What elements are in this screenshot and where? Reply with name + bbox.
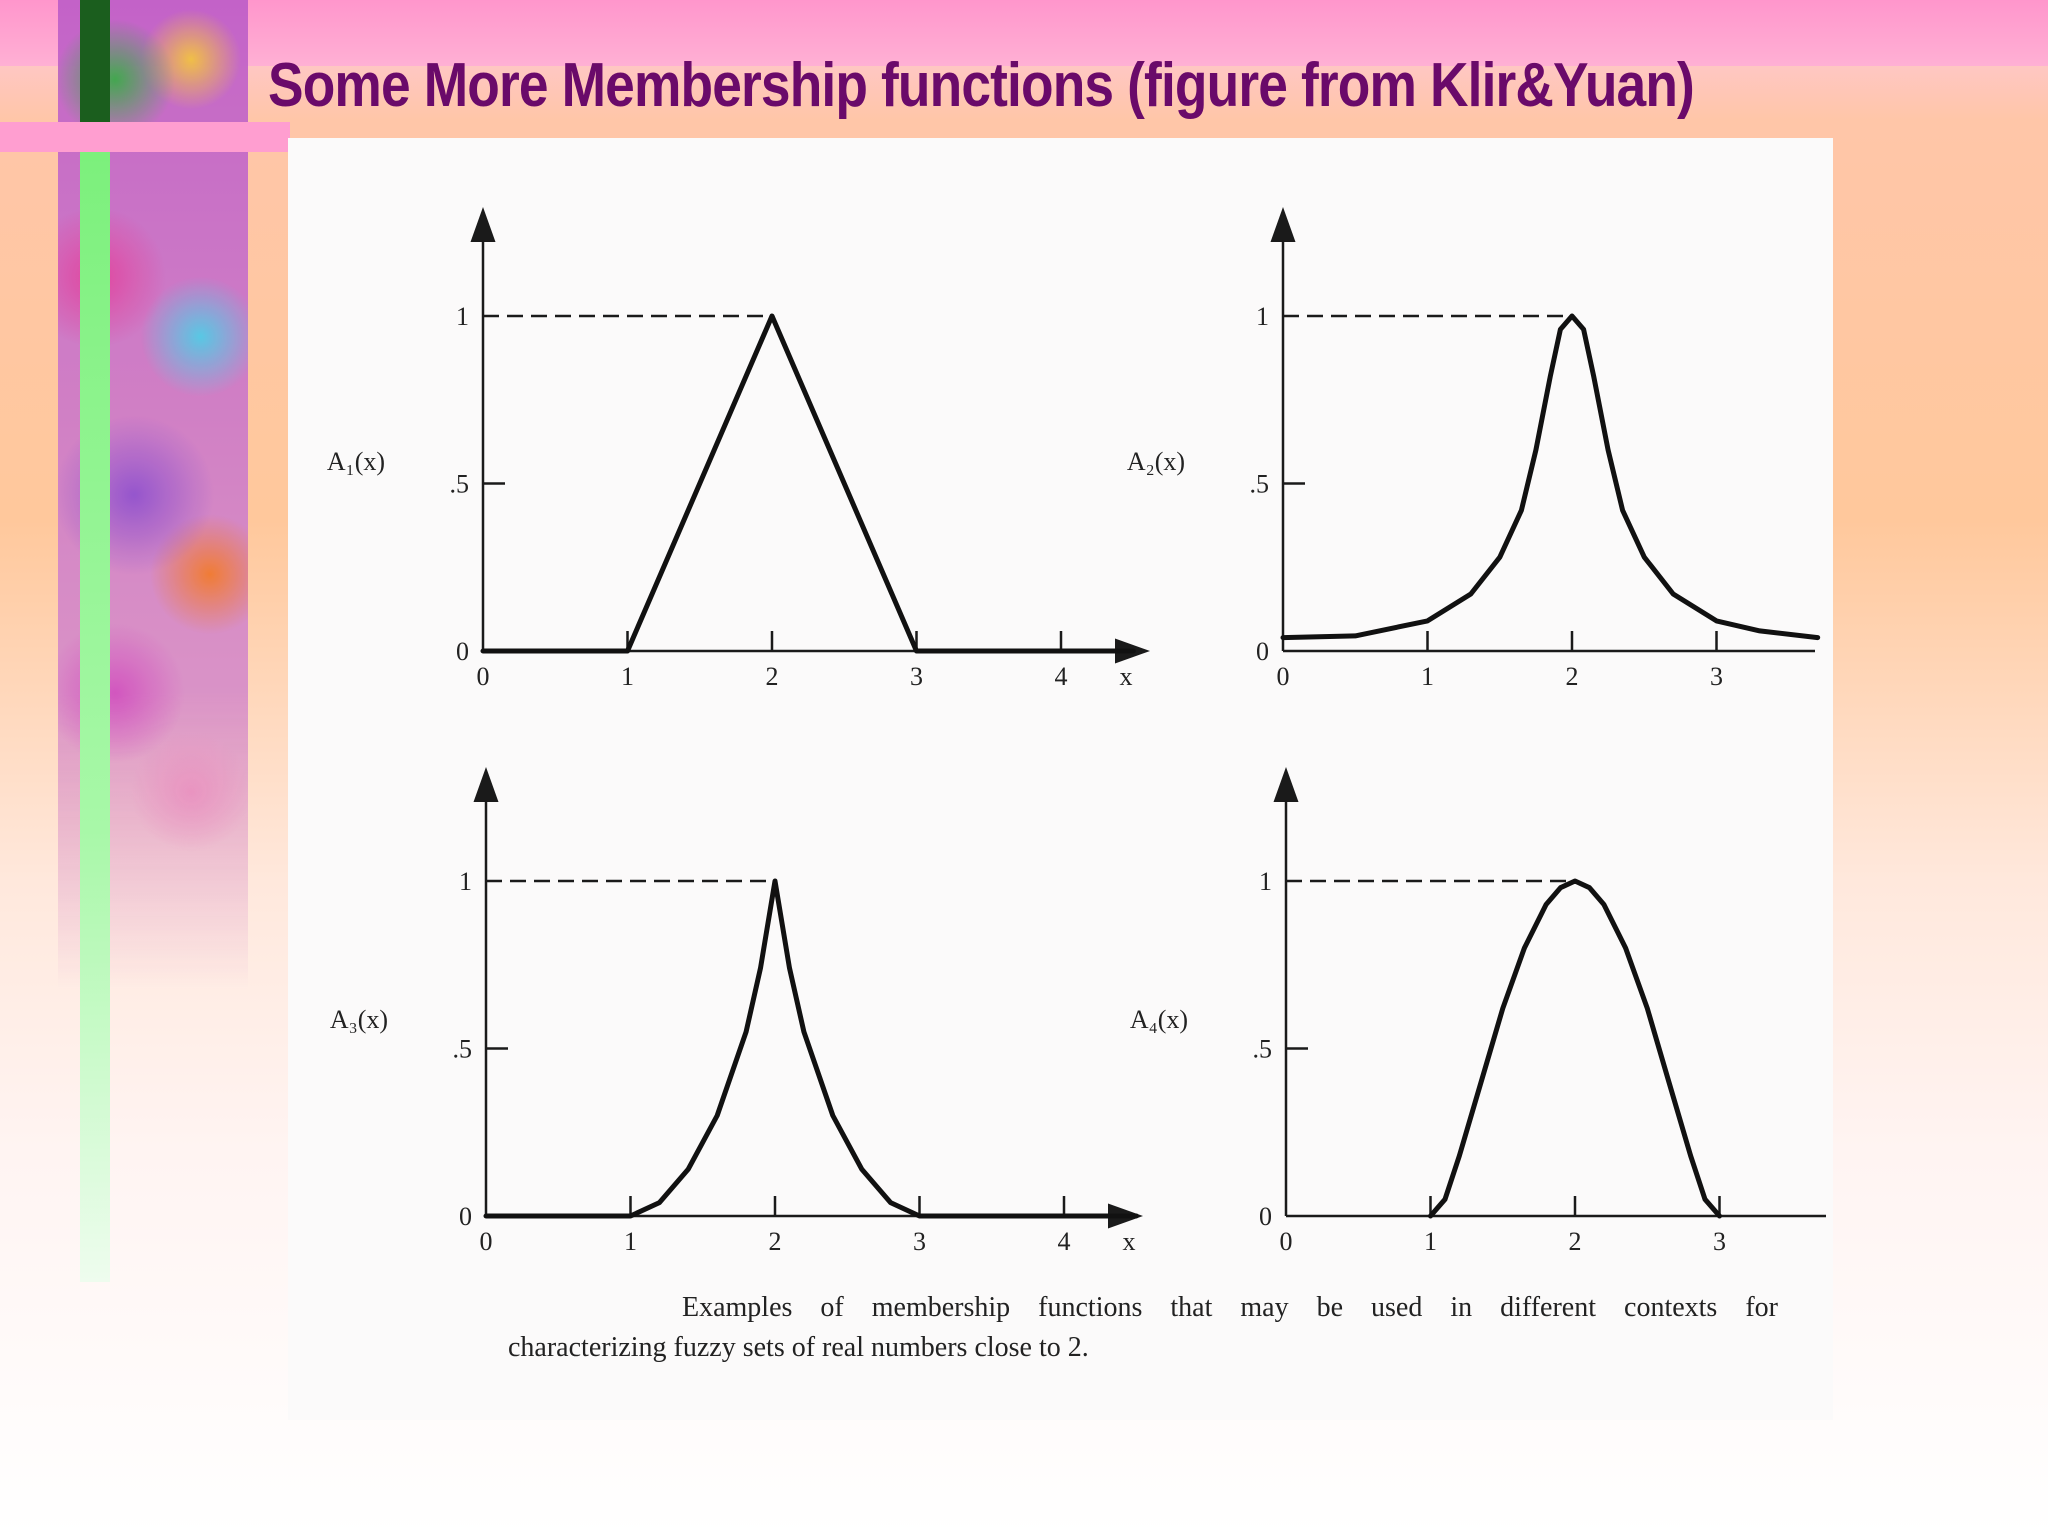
y-tick-label: 0 [459, 1202, 472, 1231]
x-tick-label: 0 [480, 1227, 493, 1256]
x-axis-label: x [1123, 1227, 1136, 1256]
y-tick-label: 1 [459, 867, 472, 896]
x-tick-label: 2 [1569, 1227, 1582, 1256]
x-tick-label: 3 [913, 1227, 926, 1256]
decorative-green-bar [80, 152, 110, 1282]
x-tick-label: 0 [477, 662, 490, 691]
decorative-green-bar-top [80, 0, 110, 122]
x-tick-label: 2 [766, 662, 779, 691]
y-tick-label: 1 [456, 302, 469, 331]
y-tick-label: .5 [450, 470, 470, 499]
x-tick-label: 1 [1424, 1227, 1437, 1256]
y-tick-label: 0 [1259, 1202, 1272, 1231]
x-tick-label: 3 [1710, 662, 1723, 691]
decorative-pink-horizontal-band [0, 122, 290, 152]
membership-curve [483, 878, 1139, 1219]
caption-line-1: Examples of membership functions that ma… [682, 1292, 1778, 1323]
figure-caption: Examples of membership functions that ma… [508, 1288, 1778, 1368]
y-tick-label: 0 [1256, 637, 1269, 666]
x-tick-label: 2 [1566, 662, 1579, 691]
x-tick-label: 0 [1277, 662, 1290, 691]
membership-curve [1428, 878, 1722, 1219]
membership-curve [1280, 313, 1821, 641]
top-pink-band [0, 0, 2048, 66]
chart-3: 0 .5 1 0 1 2 3 4 x A₃(x) [330, 767, 1143, 1256]
y-tick-label: 1 [1256, 302, 1269, 331]
x-tick-label: 0 [1280, 1227, 1293, 1256]
y-axis-label: A₂(x) [1127, 447, 1185, 476]
x-tick-label: 4 [1058, 1227, 1071, 1256]
y-tick-label: .5 [1253, 1035, 1273, 1064]
y-tick-label: .5 [453, 1035, 473, 1064]
x-tick-label: 3 [1713, 1227, 1726, 1256]
y-tick-label: .5 [1250, 470, 1270, 499]
chart-2: 0 .5 1 0 1 2 3 A₂(x) [1127, 207, 1821, 691]
x-tick-label: 1 [624, 1227, 637, 1256]
y-axis-label: A₄(x) [1130, 1005, 1188, 1034]
x-tick-label: 2 [769, 1227, 782, 1256]
x-axis-label: x [1120, 662, 1133, 691]
chart-1: 0 .5 1 0 1 2 3 4 x A₁(x) [327, 207, 1150, 691]
caption-line-2: characterizing fuzzy sets of real number… [508, 1332, 1089, 1363]
x-tick-label: 1 [1421, 662, 1434, 691]
x-tick-label: 1 [621, 662, 634, 691]
x-tick-label: 3 [910, 662, 923, 691]
x-tick-label: 4 [1055, 662, 1068, 691]
slide-title: Some More Membership functions (figure f… [268, 51, 1695, 120]
chart-4: 0 .5 1 0 1 2 3 A₄(x) [1130, 767, 1826, 1256]
y-tick-label: 0 [456, 637, 469, 666]
y-axis-label: A₁(x) [327, 447, 385, 476]
y-axis-label: A₃(x) [330, 1005, 388, 1034]
y-tick-label: 1 [1259, 867, 1272, 896]
membership-curve [480, 313, 1136, 654]
